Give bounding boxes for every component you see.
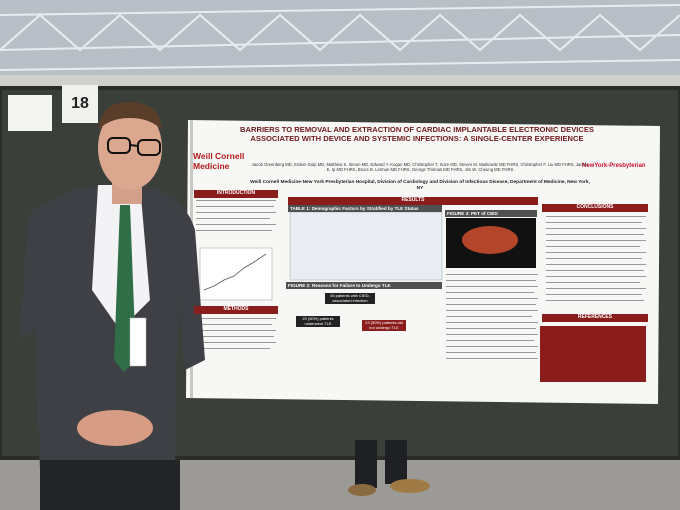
pet-scan	[462, 226, 518, 254]
person-legs	[355, 440, 377, 488]
section-header: METHODS	[194, 306, 278, 314]
flow-box: 23 (50%) patients did not undergo TLE	[362, 320, 406, 332]
logo-right: NewYork-Presbyterian	[582, 163, 646, 169]
table-title: TABLE 1: Demographic Factors by Stratifi…	[288, 205, 442, 213]
paper-note	[8, 95, 52, 131]
section-header: REFERENCES	[542, 314, 648, 322]
poster-affiliation: Weill Cornell Medicine-New York Presbyte…	[250, 180, 590, 191]
results-table	[289, 211, 443, 281]
ceiling-truss	[0, 4, 680, 71]
intro-chart-line	[203, 253, 267, 291]
hands	[77, 410, 153, 446]
figure-title: FIGURE 3: PET of CIED	[445, 210, 537, 218]
shoe	[390, 479, 430, 493]
glasses	[107, 137, 161, 156]
section-header: CONCLUSIONS	[542, 204, 648, 212]
board-frame	[0, 86, 680, 460]
flow-box: 45 patients with CIED-associated infecti…	[325, 293, 375, 305]
section-header: INTRODUCTION	[194, 190, 278, 198]
person-legs	[385, 440, 407, 484]
figure-title: FIGURE 2: Reasons for Failure to Undergo…	[286, 282, 442, 290]
section-header: RESULTS	[288, 197, 538, 205]
badge	[129, 317, 147, 367]
suit	[20, 185, 205, 470]
text-lines	[196, 200, 646, 359]
references-box	[540, 326, 646, 382]
shoe	[348, 484, 376, 496]
poster-authors: Jacob Greenberg MD, Erdem Gulp MD, Matth…	[251, 162, 589, 172]
flow-box: 23 (50%) patients underwent TLE	[296, 316, 340, 328]
hair	[98, 101, 162, 130]
trousers	[40, 460, 180, 510]
board-number: 18	[62, 85, 98, 123]
poster-title: BARRIERS TO REMOVAL AND EXTRACTION OF CA…	[240, 125, 594, 143]
logo-left: Weill Cornell Medicine	[193, 151, 245, 171]
